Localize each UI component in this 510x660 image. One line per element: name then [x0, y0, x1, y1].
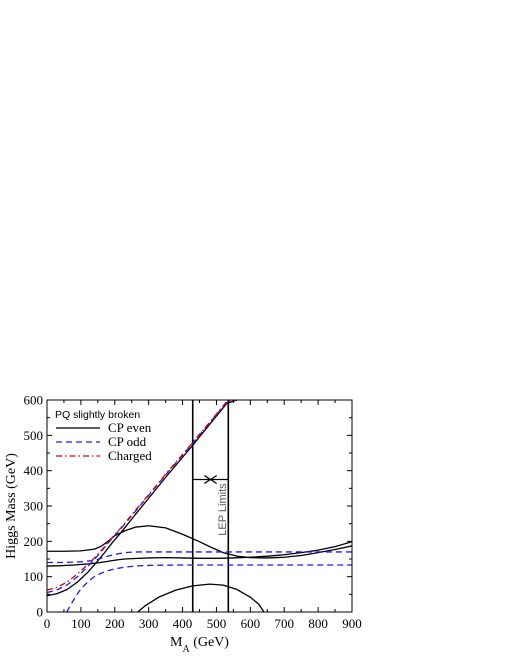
lep-arrow-head: [209, 474, 218, 485]
x-tick-label: 200: [105, 616, 125, 631]
x-axis-label-subscript: A: [182, 644, 190, 655]
x-tick-label: 900: [342, 616, 362, 631]
series-cp-even-curve-3: [137, 583, 265, 612]
y-tick-label: 300: [24, 499, 44, 514]
series-cp-even-curve-2: [47, 541, 352, 567]
legend-label-charged: Charged: [108, 448, 152, 463]
series-cp-odd-curve-2: [66, 564, 352, 612]
legend-title: PQ slightly broken: [55, 409, 140, 421]
lep-arrow-1: [209, 474, 229, 485]
y-tick-label: 600: [24, 393, 44, 408]
x-tick-label: 100: [71, 616, 91, 631]
y-axis-label: Higgs Mass (GeV): [4, 453, 19, 559]
x-axis-label: MA (GeV): [170, 635, 229, 655]
x-tick-label: 0: [44, 616, 51, 631]
lep-arrow-0: [192, 474, 212, 485]
x-axis-label-main: M: [170, 635, 183, 650]
y-tick-label: 0: [37, 605, 44, 620]
y-tick-label: 400: [24, 463, 44, 478]
series-cp-odd-curve-1: [47, 551, 352, 564]
x-tick-label: 600: [241, 616, 261, 631]
x-tick-label: 800: [308, 616, 328, 631]
x-axis-label-unit: (GeV): [190, 635, 230, 650]
plot-body: LEP Limits: [47, 400, 352, 612]
y-tick-label: 500: [24, 428, 44, 443]
plot-area: LEP Limits: [47, 400, 352, 612]
x-tick-label: 300: [139, 616, 159, 631]
y-tick-label: 100: [24, 569, 44, 584]
x-tick-label: 700: [274, 616, 294, 631]
x-tick-label: 400: [173, 616, 193, 631]
plot-frame: [46, 399, 353, 613]
annotation-lep-limits: LEP Limits: [217, 483, 229, 536]
y-tick-label: 200: [24, 534, 44, 549]
axes: 0 100 200 300 400 500 600 700 800 900 0 100 200 300 40…: [4, 393, 362, 655]
x-tick-label: 500: [207, 616, 227, 631]
series-charged-curve-0: [47, 400, 237, 591]
legend-label-cp-even: CP even: [108, 420, 152, 435]
series-cp-even-curve-1: [47, 525, 352, 559]
legend-label-cp-odd: CP odd: [108, 434, 147, 449]
